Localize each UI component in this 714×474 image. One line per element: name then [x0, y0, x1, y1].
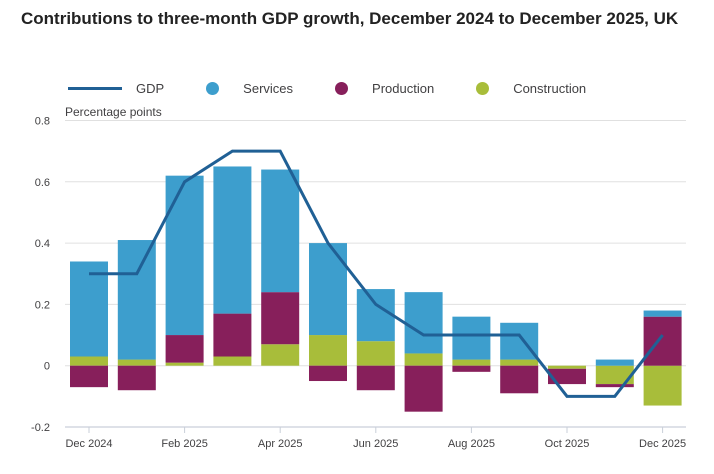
- x-tick-label: Apr 2025: [258, 438, 303, 450]
- chart-title: Contributions to three-month GDP growth,…: [21, 9, 679, 28]
- x-tick-label: Feb 2025: [161, 438, 207, 450]
- bar-construction: [309, 335, 347, 366]
- gdp-line-layer: [89, 149, 664, 398]
- bar-construction: [213, 356, 252, 366]
- x-tick-label: Dec 2025: [639, 438, 686, 450]
- legend-line-icon: [68, 86, 122, 90]
- bar-production: [356, 365, 395, 391]
- y-tick-label: 0.2: [35, 299, 50, 311]
- gdp-line: [89, 149, 664, 398]
- bars: [70, 166, 682, 412]
- legend-label: Services: [243, 80, 294, 96]
- bar-services: [309, 243, 347, 336]
- bar-services: [70, 261, 108, 357]
- legend-item-gdp[interactable]: GDP: [68, 81, 206, 96]
- bar-production: [70, 365, 108, 388]
- bar-production: [548, 368, 586, 385]
- bar-construction: [117, 359, 156, 366]
- legend-label: Construction: [513, 80, 587, 96]
- legend-item-services[interactable]: Services: [206, 81, 335, 96]
- y-tick-label: 0.4: [35, 238, 50, 250]
- bar-production: [117, 365, 156, 391]
- legend-dot-icon: [206, 81, 220, 95]
- y-tick-label: -0.2: [31, 422, 50, 434]
- bar-services: [117, 240, 156, 360]
- legend-label: Production: [372, 80, 435, 96]
- bar-production: [261, 292, 300, 345]
- x-axis: Dec 2024 Feb 2025 Apr 2025 Jun 2025 Aug 2025…: [65, 426, 686, 450]
- bar-construction: [643, 365, 682, 406]
- y-axis-ticks: -0.2 0 0.2 0.4 0.6 0.8: [31, 116, 50, 435]
- bar-production: [452, 365, 491, 372]
- bar-services: [404, 292, 443, 354]
- x-tick-label: Aug 2025: [448, 438, 495, 450]
- y-axis-unit-label: Percentage points: [65, 105, 162, 119]
- bar-services: [165, 175, 204, 336]
- legend: GDP Services Production Construction: [68, 78, 586, 98]
- x-tick-label: Jun 2025: [353, 438, 398, 450]
- bar-construction: [595, 365, 634, 385]
- legend-item-production[interactable]: Production: [335, 81, 476, 96]
- bar-production: [165, 335, 204, 363]
- bar-construction: [356, 341, 395, 366]
- bar-construction: [452, 359, 491, 366]
- bar-services: [452, 316, 491, 360]
- legend-dot-icon: [476, 81, 490, 95]
- y-tick-label: 0: [44, 361, 50, 373]
- legend-item-construction[interactable]: Construction: [476, 81, 586, 96]
- bar-construction: [165, 362, 204, 366]
- bar-services: [643, 310, 682, 317]
- bar-services: [261, 169, 300, 293]
- x-tick-label: Oct 2025: [545, 438, 590, 450]
- bar-construction: [548, 365, 586, 369]
- bar-construction: [404, 353, 443, 366]
- bar-services: [356, 289, 395, 342]
- legend-label: GDP: [136, 80, 165, 96]
- bar-construction: [500, 359, 539, 366]
- bar-production: [500, 365, 539, 394]
- bar-production: [404, 365, 443, 412]
- bar-construction: [70, 356, 108, 366]
- bar-services: [595, 359, 634, 366]
- bar-services: [213, 166, 252, 314]
- bar-production: [643, 316, 682, 366]
- bar-production: [309, 365, 347, 382]
- bar-construction: [261, 344, 300, 366]
- y-tick-label: 0.6: [35, 177, 50, 189]
- y-tick-label: 0.8: [35, 116, 50, 128]
- bar-production: [595, 384, 634, 388]
- x-tick-label: Dec 2024: [65, 438, 112, 450]
- bar-production: [213, 313, 252, 357]
- legend-dot-icon: [335, 81, 349, 95]
